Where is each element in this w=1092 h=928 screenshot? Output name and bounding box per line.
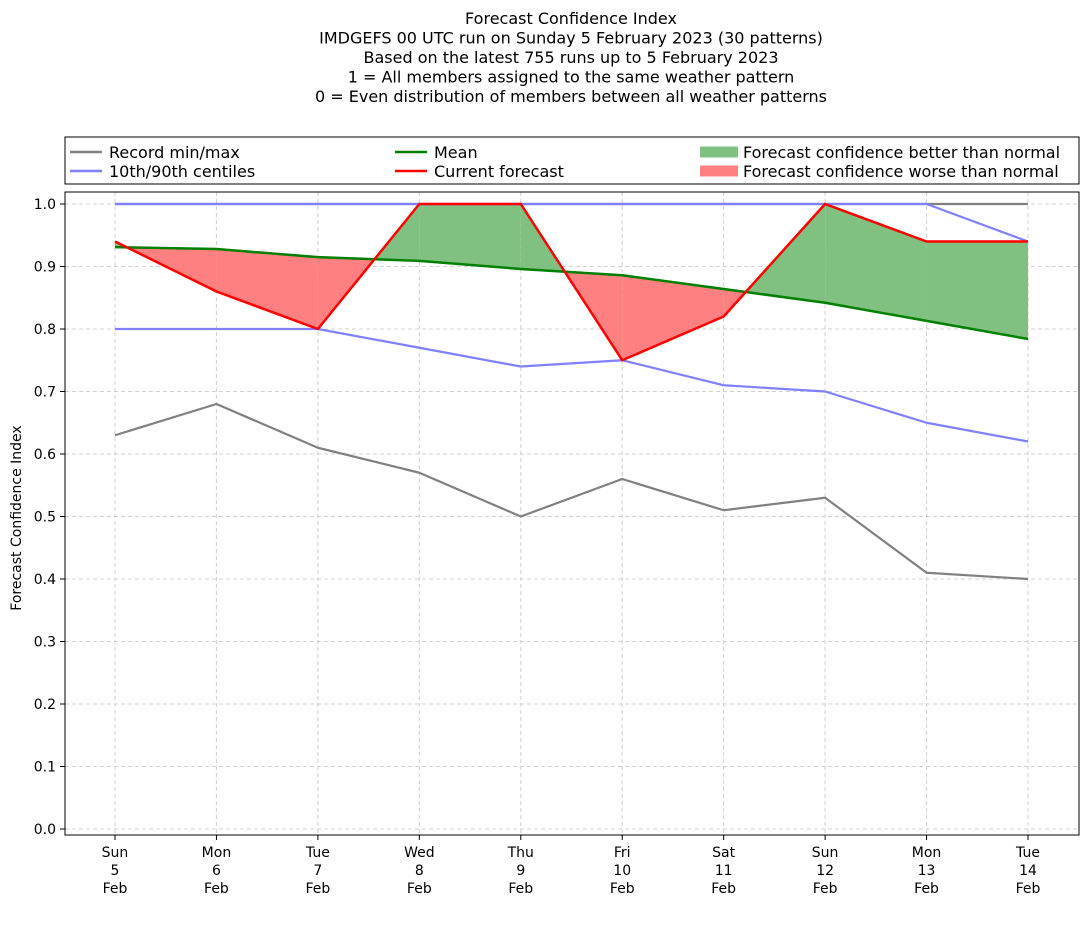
- x-tick-label: Mon: [202, 845, 232, 861]
- legend-label: Current forecast: [434, 162, 564, 181]
- series-lines: [114, 202, 1029, 581]
- x-tick-label: Thu: [507, 845, 534, 861]
- x-tick-label: 14: [1019, 863, 1037, 879]
- 90th-centile-line: [115, 202, 1029, 243]
- legend-label: Forecast confidence better than normal: [743, 143, 1060, 162]
- y-tick-label: 0.9: [34, 260, 56, 276]
- title-line: 0 = Even distribution of members between…: [315, 87, 827, 106]
- x-tick-label: Feb: [103, 881, 128, 897]
- x-tick-label: Mon: [912, 845, 942, 861]
- x-tick-label: 5: [111, 863, 120, 879]
- x-tick-label: Feb: [610, 881, 635, 897]
- y-tick-label: 0.1: [34, 760, 56, 776]
- current-forecast-line: [114, 202, 1028, 362]
- y-tick-label: 0.0: [34, 822, 56, 838]
- x-tick-label: 10: [613, 863, 631, 879]
- x-tick-label: Sat: [712, 845, 735, 861]
- legend-label: 10th/90th centiles: [109, 162, 255, 181]
- x-tick-label: 13: [918, 863, 936, 879]
- title-line: Based on the latest 755 runs up to 5 Feb…: [363, 48, 778, 67]
- y-tick-label: 1.0: [34, 197, 56, 213]
- plot-frame: [64, 191, 1080, 836]
- x-tick-label: 9: [516, 863, 525, 879]
- x-tick-label: Feb: [407, 881, 432, 897]
- x-tick-label: Feb: [813, 881, 838, 897]
- fill-better-than-normal: [926, 241, 1028, 339]
- x-tick-label: 12: [816, 863, 834, 879]
- y-tick-label: 0.8: [34, 322, 56, 338]
- title-line: IMDGEFS 00 UTC run on Sunday 5 February …: [319, 29, 823, 48]
- x-tick-label: Fri: [614, 845, 631, 861]
- legend-label: Mean: [434, 143, 478, 162]
- x-tick-label: Feb: [508, 881, 533, 897]
- fill-worse-than-normal: [622, 275, 724, 361]
- y-tick-label: 0.5: [34, 510, 56, 526]
- x-tick-label: Feb: [1016, 881, 1041, 897]
- title-line: Forecast Confidence Index: [465, 9, 677, 28]
- x-tick-label: Sun: [102, 845, 129, 861]
- fill-better-than-normal: [419, 204, 521, 269]
- x-tick-label: Feb: [711, 881, 736, 897]
- x-tick-label: Feb: [914, 881, 939, 897]
- legend-label: Record min/max: [109, 143, 240, 162]
- y-axis: 0.0 0.1 0.2 0.3 0.4 0.5 0.6 0.7 0.8 0.9 1.0: [34, 197, 65, 838]
- x-tick-label: Feb: [305, 881, 330, 897]
- mean-line: [114, 245, 1029, 341]
- x-tick-label: 6: [212, 863, 221, 879]
- x-tick-label: Sun: [812, 845, 839, 861]
- x-axis: Sun 5 Feb Mon 6 Feb Tue 7 Feb Wed 8 Feb Thu 9 Feb Fri 10…: [102, 835, 1041, 897]
- fill-worse-than-normal: [216, 249, 318, 329]
- x-tick-label: 8: [415, 863, 424, 879]
- y-tick-label: 0.2: [34, 697, 56, 713]
- x-tick-label: Tue: [305, 845, 330, 861]
- legend-box: [64, 136, 1080, 185]
- title-line: 1 = All members assigned to the same wea…: [348, 68, 795, 87]
- fill-better-than-normal: [745, 204, 826, 303]
- y-axis-label: Forecast Confidence Index: [9, 425, 25, 610]
- 10th-centile-line: [115, 327, 1029, 443]
- legend-patch-swatch: [700, 165, 738, 177]
- legend-label: Forecast confidence worse than normal: [743, 162, 1059, 181]
- x-tick-label: Tue: [1015, 845, 1040, 861]
- y-tick-label: 0.4: [34, 572, 56, 588]
- x-tick-label: Wed: [404, 845, 435, 861]
- x-tick-label: Feb: [204, 881, 229, 897]
- record-min-line: [114, 402, 1029, 581]
- y-tick-label: 0.6: [34, 447, 56, 463]
- x-tick-label: 11: [715, 863, 733, 879]
- y-tick-label: 0.3: [34, 635, 56, 651]
- x-tick-label: 7: [313, 863, 322, 879]
- y-tick-label: 0.7: [34, 385, 56, 401]
- legend-patch-swatch: [700, 146, 738, 158]
